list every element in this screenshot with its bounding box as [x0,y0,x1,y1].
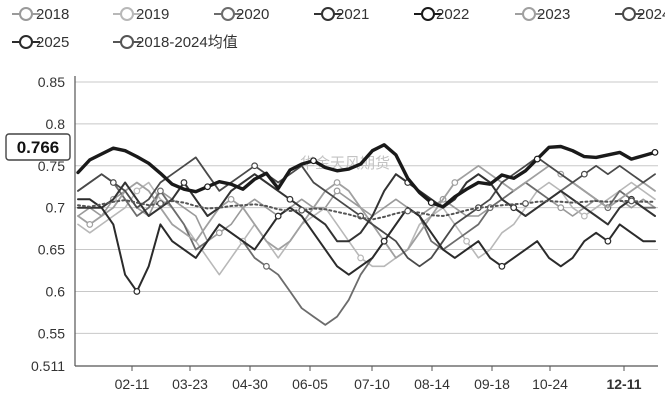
series-line-2024 [77,156,656,268]
series-line-2025 [77,198,656,293]
series-point-2022-11 [204,183,211,191]
y-axis: 0.511 0.55 0.6 0.65 0.7 0.75 0.8 0.85 [31,74,76,374]
series-point-2018-41 [557,204,565,212]
legend-label-2024: 2024 [637,6,665,23]
legend-label-2020: 2020 [236,6,269,23]
highlight-value: 0.766 [17,138,60,157]
legend-marker-2025 [19,35,33,49]
x-tick-label-07-10: 07-10 [354,376,390,392]
x-tick-label-04-30: 04-30 [232,376,268,392]
series-point-2018-2024-7 [157,200,164,207]
legend-marker-2022 [421,7,435,21]
highlight-box [5,133,71,161]
legend-label-2018: 2018 [36,6,69,23]
series-point-2025-36 [498,262,506,270]
series-point-2019-24 [357,254,365,262]
y-tick-label-0-55: 0.55 [38,325,65,341]
legend-label-2022: 2022 [436,6,469,23]
legend-marker-2021 [321,7,335,21]
series-point-2018-2024-28 [404,207,412,215]
x-tick-label-02-11: 02-11 [115,376,150,392]
highlight-callout: 0.766 [5,133,71,161]
chart-legend: 2018 2019 2020 2021 2022 2023 2024 2025 2018-202… [12,6,665,51]
series-point-2019-43 [580,212,588,220]
legend-item-2022[interactable]: 2022 [414,6,469,23]
y-tick-label-0-65: 0.65 [38,242,65,258]
legend-marker-2018 [19,7,33,21]
legend-marker-2018-2024 [120,35,134,49]
legend-item-2021[interactable]: 2021 [314,6,369,23]
y-tick-label-0-6: 0.6 [46,283,66,299]
series-point-2023-32 [451,179,459,186]
y-tick-label-0-511: 0.511 [31,358,65,374]
series-point-2022-49 [651,148,659,156]
y-tick-label-0-75: 0.75 [38,158,65,174]
series-point-2023-1 [86,221,94,228]
legend-label-2019: 2019 [136,6,169,23]
series-point-2022-39 [533,155,541,163]
y-tick-label-0-8: 0.8 [46,116,66,132]
series-point-2018-22 [333,187,341,195]
x-tick-label-06-05: 06-05 [292,376,328,392]
series-line-2018-2024 [77,199,656,221]
x-tick-label-12-11: 12-11 [606,376,641,392]
series-point-2018-12 [215,229,223,237]
legend-item-2024[interactable]: 2024 [615,6,665,23]
series-point-2023-22 [333,179,341,186]
series-point-2020-7 [157,187,164,195]
y-tick-label-0-85: 0.85 [38,74,65,90]
legend-item-2018[interactable]: 2018 [12,6,69,23]
series-point-2025-45 [604,237,612,245]
series-point-2022-20 [310,157,317,165]
series-line-2022 [76,143,657,209]
series-point-2020-16 [263,262,270,270]
legend-label-2023: 2023 [537,6,570,23]
legend-marker-2019 [120,7,134,21]
legend-item-2019[interactable]: 2019 [113,6,169,23]
legend-item-2023[interactable]: 2023 [515,6,570,23]
series-point-2024-3 [109,179,117,186]
legend-label-2018-2024: 2018-2024均值 [136,34,238,51]
series-point-2025-5 [133,288,141,295]
y-tick-label-0-7: 0.7 [46,200,66,216]
series-point-2018-2024-38 [522,200,529,207]
series-point-2025-17 [274,212,282,220]
series-point-2021-18 [286,195,294,203]
x-tick-label-10-24: 10-24 [532,376,568,392]
legend-marker-2024 [622,7,636,21]
legend-item-2018-2024[interactable]: 2018-2024均值 [113,34,238,51]
series-point-2023-13 [227,195,235,203]
series-line-2021 [77,173,656,243]
legend-label-2021: 2021 [336,6,369,23]
series-point-2018-2024-19 [298,206,306,214]
series-point-2021-37 [510,204,518,212]
series-point-2021-9 [180,179,188,186]
x-tick-label-09-18: 09-18 [474,376,510,392]
series-point-2025-26 [380,237,388,245]
series-point-2019-33 [463,237,470,245]
legend-item-2020[interactable]: 2020 [214,6,269,23]
series-point-2018-2024-47 [628,197,635,205]
series-point-2024-15 [251,162,259,170]
x-tick-label-03-23: 03-23 [172,376,208,392]
legend-marker-2023 [522,7,536,21]
legend-item-2025[interactable]: 2025 [12,34,69,51]
series-point-2024-43 [580,170,588,178]
x-axis: 02-11 03-23 04-30 06-05 07-10 08-14 09-18 10-24… [75,365,658,392]
legend-marker-2020 [221,7,235,21]
x-tick-label-08-14: 08-14 [414,376,450,392]
legend-label-2025: 2025 [36,34,69,51]
series-point-2022-30 [427,199,435,207]
series-point-2019-5 [133,187,141,195]
chart-series [76,143,659,326]
